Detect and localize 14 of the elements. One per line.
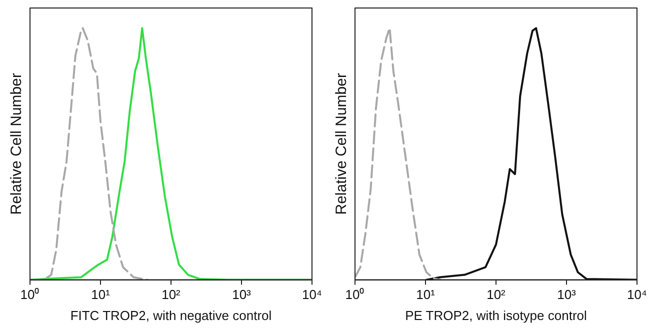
x-tick-label: 10⁴ [626, 287, 647, 302]
x-tick-label: 10¹ [91, 287, 111, 302]
x-tick-label: 10³ [557, 287, 577, 302]
x-tick-label: 10⁰ [345, 287, 365, 302]
x-tick-label: 10⁴ [302, 287, 322, 302]
x-axis-title: FITC TROP2, with negative control [70, 308, 272, 323]
x-tick-label: 10¹ [416, 287, 436, 302]
x-tick-label: 10³ [232, 287, 252, 302]
x-tick-label: 10² [486, 287, 506, 302]
y-axis-title: Relative Cell Number [333, 73, 350, 215]
x-tick-label: 10⁰ [20, 287, 40, 302]
x-tick-label: 10² [162, 287, 182, 302]
y-axis-title: Relative Cell Number [8, 73, 26, 215]
x-axis-title: PE TROP2, with isotype control [405, 308, 588, 323]
